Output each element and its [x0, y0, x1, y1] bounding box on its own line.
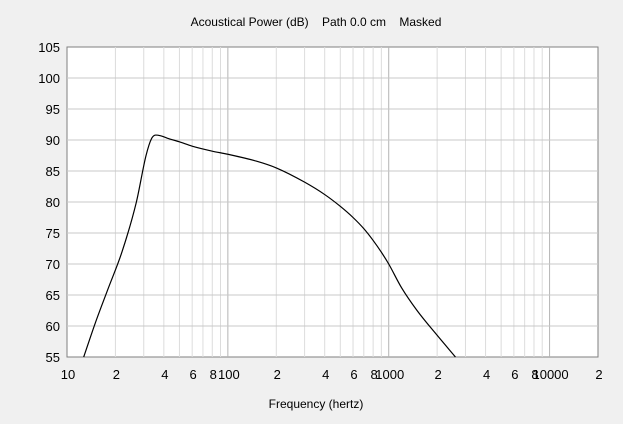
- x-tick-label: 4: [161, 367, 168, 382]
- x-tick-label: 2: [595, 367, 602, 382]
- x-tick-label: 10: [61, 367, 75, 382]
- x-tick-label: 1000: [375, 367, 404, 382]
- y-tick-label: 80: [46, 195, 60, 210]
- x-tick-label: 10000: [532, 367, 568, 382]
- x-tick-label: 6: [511, 367, 518, 382]
- y-tick-label: 105: [38, 40, 60, 55]
- x-tick-label: 2: [113, 367, 120, 382]
- y-tick-label: 90: [46, 133, 60, 148]
- series-line: [83, 134, 456, 358]
- y-tick-label: 100: [38, 71, 60, 86]
- chart-title: Acoustical Power (dB) Path 0.0 cm Masked: [191, 15, 442, 29]
- x-tick-label: 8: [531, 367, 538, 382]
- y-tick-label: 55: [46, 350, 60, 365]
- x-axis-title: Frequency (hertz): [269, 397, 364, 411]
- x-tick-label: 2: [274, 367, 281, 382]
- series-layer: [83, 134, 456, 358]
- x-tick-label: 6: [190, 367, 197, 382]
- x-tick-label: 4: [322, 367, 329, 382]
- x-tick-label: 6: [350, 367, 357, 382]
- x-tick-label: 4: [483, 367, 490, 382]
- y-tick-labels: 55 60 65 70 75 80 85 90 95 100 105: [38, 40, 60, 365]
- y-tick-label: 70: [46, 257, 60, 272]
- y-tick-label: 60: [46, 319, 60, 334]
- x-tick-label: 2: [435, 367, 442, 382]
- x-tick-label: 100: [218, 367, 240, 382]
- y-tick-label: 75: [46, 226, 60, 241]
- x-tick-label: 8: [371, 367, 378, 382]
- y-tick-label: 85: [46, 164, 60, 179]
- x-tick-label: 8: [210, 367, 217, 382]
- grid-lines: [67, 47, 598, 357]
- y-tick-label: 95: [46, 102, 60, 117]
- y-tick-label: 65: [46, 288, 60, 303]
